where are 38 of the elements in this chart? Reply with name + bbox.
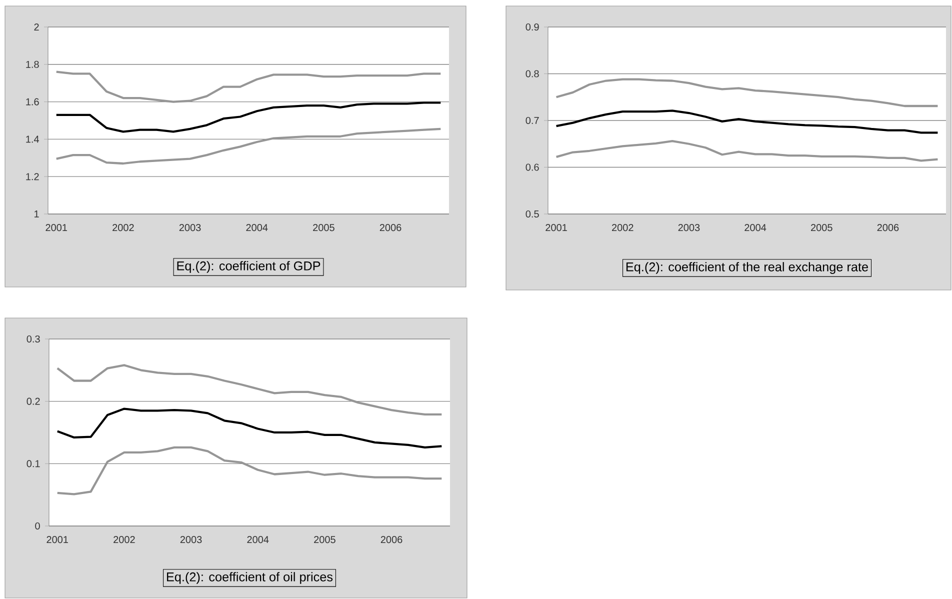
y-tick-label: 0	[35, 522, 40, 530]
x-tick-label: 2004	[246, 224, 268, 232]
y-tick-label: 0.5	[526, 210, 539, 218]
y-tick-label: 1.2	[26, 173, 39, 180]
x-tick-label: 2003	[179, 224, 201, 232]
y-tick-label: 0.1	[26, 460, 40, 468]
x-tick-label: 2005	[811, 224, 832, 232]
x-tick-label: 2001	[46, 536, 68, 544]
x-tick-label: 2001	[46, 224, 68, 232]
x-axis-title: Eq.(2): coefficient of GDP	[177, 261, 320, 273]
y-tick-label: 0.6	[526, 164, 539, 171]
x-tick-label: 2006	[877, 224, 899, 232]
line-series	[56, 408, 443, 449]
y-tick-label: 0.9	[526, 23, 539, 31]
x-axis-title: Eq.(2): coefficient of the real exchange rate	[626, 262, 868, 274]
y-tick-label: 0.2	[26, 398, 40, 405]
y-tick-label: 1	[34, 210, 39, 218]
y-tick-label: 0.8	[526, 70, 539, 78]
y-tick-label: 0.3	[26, 335, 40, 343]
x-tick-label: 2001	[546, 224, 567, 232]
x-tick-label: 2006	[380, 224, 402, 232]
x-tick-label: 2002	[612, 224, 634, 232]
x-tick-label: 2003	[678, 224, 700, 232]
y-tick-label: 1.8	[26, 60, 39, 68]
y-tick-label: 1.4	[26, 136, 40, 143]
x-tick-label: 2004	[247, 536, 269, 544]
line-series	[56, 364, 443, 416]
x-axis-title: Eq.(2): coefficient of oil prices	[167, 572, 333, 584]
y-tick-label: 2	[34, 23, 39, 30]
x-tick-label: 2005	[314, 536, 336, 544]
y-tick-label: 1.6	[26, 98, 39, 106]
y-tick-label: 0.7	[526, 116, 539, 124]
x-tick-label: 2002	[114, 536, 135, 544]
x-tick-label: 2004	[744, 224, 766, 232]
x-tick-label: 2003	[180, 536, 202, 544]
x-tick-label: 2005	[313, 224, 334, 232]
x-tick-label: 2006	[380, 536, 402, 544]
x-tick-label: 2002	[112, 224, 134, 232]
